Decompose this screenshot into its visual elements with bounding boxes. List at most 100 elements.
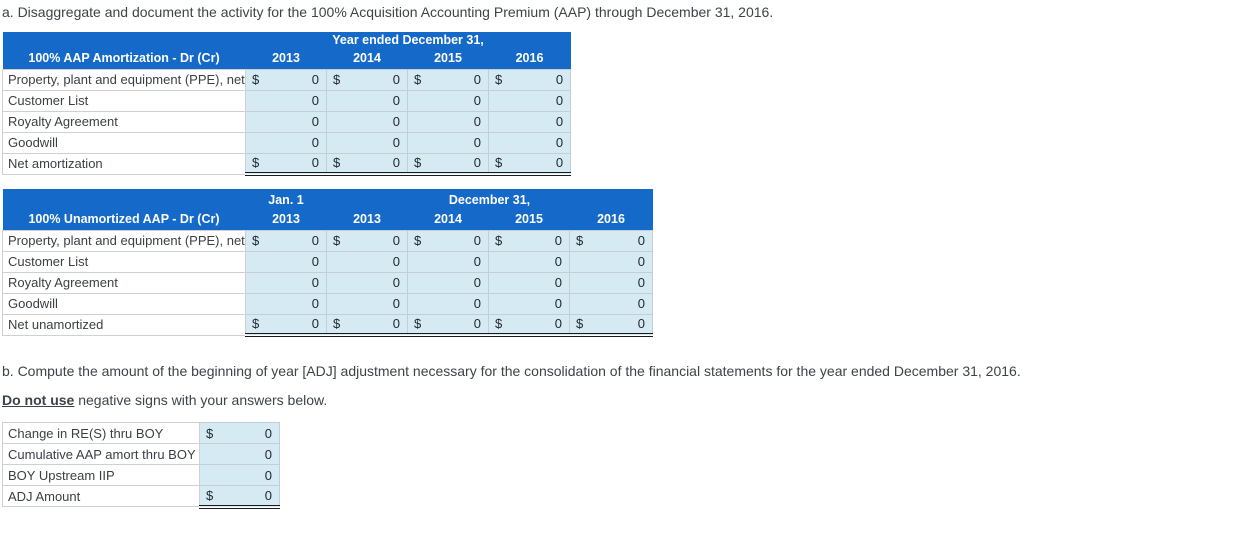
year-header: 2014 bbox=[407, 209, 489, 230]
row-label: Goodwill bbox=[2, 131, 246, 154]
dollar-sign: $ bbox=[414, 155, 422, 171]
row-label: Property, plant and equipment (PPE), net bbox=[2, 68, 246, 91]
answer-cell[interactable]: $0 bbox=[199, 485, 280, 509]
dollar-sign: $ bbox=[414, 233, 422, 248]
answer-cell[interactable]: 0 bbox=[326, 131, 408, 154]
table-row: Change in RE(S) thru BOY $0 bbox=[2, 422, 280, 444]
dollar-sign: $ bbox=[495, 316, 503, 332]
no-negative-signs-note: Do not use negative signs with your answ… bbox=[2, 392, 1243, 408]
answer-cell[interactable]: 0 bbox=[488, 271, 570, 294]
answer-cell[interactable]: $0 bbox=[245, 313, 327, 337]
dollar-sign: $ bbox=[206, 425, 214, 441]
answer-cell[interactable]: $0 bbox=[326, 313, 408, 337]
dollar-sign: $ bbox=[576, 233, 584, 248]
answer-cell[interactable]: 0 bbox=[407, 292, 489, 315]
answer-cell[interactable]: $0 bbox=[326, 68, 408, 91]
year-header: 2014 bbox=[326, 48, 408, 69]
answer-cell[interactable]: 0 bbox=[245, 292, 327, 315]
answer-cell[interactable]: 0 bbox=[487, 131, 572, 154]
dollar-sign: $ bbox=[495, 72, 503, 87]
answer-cell[interactable]: 0 bbox=[245, 89, 327, 112]
span-header: Year ended December 31, bbox=[245, 32, 571, 48]
dollar-sign: $ bbox=[252, 233, 260, 248]
answer-cell[interactable]: 0 bbox=[245, 131, 327, 154]
answer-cell[interactable]: 0 bbox=[407, 271, 489, 294]
row-label: Cumulative AAP amort thru BOY bbox=[2, 443, 200, 465]
row-label: Royalty Agreement bbox=[2, 110, 246, 133]
answer-cell[interactable]: $0 bbox=[407, 229, 489, 252]
row-label: Royalty Agreement bbox=[2, 271, 246, 294]
answer-cell[interactable]: 0 bbox=[245, 271, 327, 294]
answer-cell[interactable]: 0 bbox=[199, 464, 280, 486]
answer-cell[interactable]: 0 bbox=[569, 292, 653, 315]
answer-cell[interactable]: 0 bbox=[326, 110, 408, 133]
answer-cell[interactable]: 0 bbox=[407, 250, 489, 273]
column-header-row: 100% AAP Amortization - Dr (Cr) 2013 201… bbox=[2, 48, 571, 69]
answer-cell[interactable]: 0 bbox=[326, 89, 408, 112]
answer-cell[interactable]: $0 bbox=[569, 313, 653, 337]
row-label: Customer List bbox=[2, 89, 246, 112]
answer-cell[interactable]: $0 bbox=[487, 152, 572, 176]
answer-cell[interactable]: $0 bbox=[488, 313, 570, 337]
table-row: BOY Upstream IIP 0 bbox=[2, 464, 280, 486]
dollar-sign: $ bbox=[206, 487, 214, 503]
answer-cell[interactable]: $0 bbox=[487, 68, 572, 91]
answer-cell[interactable]: $0 bbox=[199, 422, 280, 444]
dollar-sign: $ bbox=[333, 155, 341, 171]
answer-cell[interactable]: $0 bbox=[245, 68, 327, 91]
answer-cell[interactable]: $0 bbox=[326, 152, 408, 176]
answer-cell[interactable]: 0 bbox=[245, 110, 327, 133]
answer-cell[interactable]: 0 bbox=[569, 250, 653, 273]
answer-cell[interactable]: 0 bbox=[488, 250, 570, 273]
dollar-sign: $ bbox=[252, 316, 260, 332]
answer-cell[interactable]: 0 bbox=[326, 292, 408, 315]
year-header: 2015 bbox=[407, 48, 489, 69]
answer-cell[interactable]: 0 bbox=[326, 271, 408, 294]
span-header-row: Jan. 1 December 31, bbox=[2, 189, 653, 209]
row-label: Net unamortized bbox=[2, 313, 246, 336]
dollar-sign: $ bbox=[495, 233, 503, 248]
row-label: Change in RE(S) thru BOY bbox=[2, 422, 200, 444]
table-row: Customer List 0 0 0 0 bbox=[2, 89, 572, 112]
instruction-part-b: b. Compute the amount of the beginning o… bbox=[2, 363, 1021, 379]
answer-cell[interactable]: 0 bbox=[407, 131, 489, 154]
dollar-sign: $ bbox=[414, 316, 422, 332]
answer-cell[interactable]: $0 bbox=[407, 68, 489, 91]
answer-cell[interactable]: $0 bbox=[407, 152, 489, 176]
dollar-sign: $ bbox=[252, 155, 260, 171]
column-header-row: 100% Unamortized AAP - Dr (Cr) 2013 2013… bbox=[2, 209, 653, 230]
answer-cell[interactable]: 0 bbox=[407, 89, 489, 112]
answer-cell[interactable]: $0 bbox=[326, 229, 408, 252]
answer-cell[interactable]: $0 bbox=[245, 229, 327, 252]
answer-cell[interactable]: 0 bbox=[488, 292, 570, 315]
answer-cell[interactable]: $0 bbox=[245, 152, 327, 176]
total-row: ADJ Amount $0 bbox=[2, 485, 280, 509]
unamortized-table: Jan. 1 December 31, 100% Unamortized AAP… bbox=[2, 189, 653, 337]
answer-cell[interactable]: $0 bbox=[569, 229, 653, 252]
question-page: a. Disaggregate and document the activit… bbox=[2, 4, 1243, 509]
answer-cell[interactable]: 0 bbox=[326, 250, 408, 273]
table-row: Property, plant and equipment (PPE), net… bbox=[2, 68, 572, 91]
row-label: ADJ Amount bbox=[2, 485, 200, 507]
answer-cell[interactable]: 0 bbox=[487, 110, 572, 133]
answer-cell[interactable]: 0 bbox=[245, 250, 327, 273]
row-label: Property, plant and equipment (PPE), net bbox=[2, 229, 246, 252]
header-corner bbox=[2, 32, 246, 48]
answer-cell[interactable]: 0 bbox=[487, 89, 572, 112]
answer-cell[interactable]: $0 bbox=[488, 229, 570, 252]
dollar-sign: $ bbox=[414, 72, 422, 87]
table-row: Property, plant and equipment (PPE), net… bbox=[2, 229, 653, 252]
header-corner bbox=[2, 189, 246, 209]
table-row: Royalty Agreement 0 0 0 0 0 bbox=[2, 271, 653, 294]
table-row: Cumulative AAP amort thru BOY 0 bbox=[2, 443, 280, 465]
answer-cell[interactable]: $0 bbox=[407, 313, 489, 337]
answer-cell[interactable]: 0 bbox=[569, 271, 653, 294]
answer-cell[interactable]: 0 bbox=[199, 443, 280, 465]
total-row: Net amortization $0 $0 $0 $0 bbox=[2, 152, 572, 176]
row-label: Goodwill bbox=[2, 292, 246, 315]
table-row: Goodwill 0 0 0 0 0 bbox=[2, 292, 653, 315]
row-label: BOY Upstream IIP bbox=[2, 464, 200, 486]
answer-cell[interactable]: 0 bbox=[407, 110, 489, 133]
table-title: 100% AAP Amortization - Dr (Cr) bbox=[2, 48, 246, 69]
table-row: Royalty Agreement 0 0 0 0 bbox=[2, 110, 572, 133]
